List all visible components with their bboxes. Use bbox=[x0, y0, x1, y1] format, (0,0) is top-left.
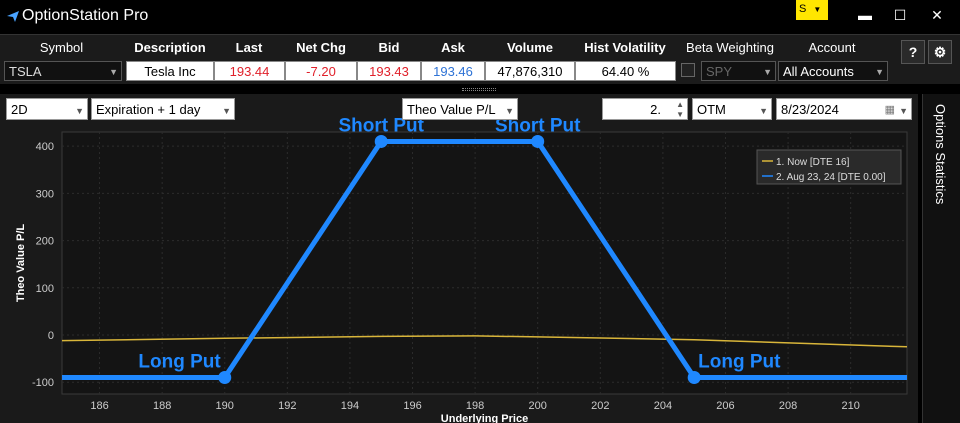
chevron-down-icon: ▼ bbox=[75, 106, 84, 116]
strikes-value: 2. bbox=[650, 102, 661, 117]
chevron-down-icon: ▼ bbox=[222, 106, 231, 116]
minimize-button[interactable]: ▬ bbox=[858, 7, 872, 23]
view-value: 2D bbox=[11, 102, 28, 117]
pl-chart: 186 188 190 192 194 196 198 200 202 204 206 208 210 -… bbox=[15, 115, 908, 423]
x-tick-label: 206 bbox=[716, 400, 734, 412]
chevron-down-icon: ▼ bbox=[763, 67, 772, 77]
view-select[interactable]: 2D ▼ bbox=[6, 98, 88, 120]
legend-entry: 1. Now [DTE 16] bbox=[776, 157, 850, 168]
header-beta-weighting: Beta Weighting bbox=[686, 40, 774, 55]
strike-annotation: Long Put bbox=[138, 351, 221, 372]
date-picker[interactable]: 8/23/2024 ▼ ▦ bbox=[776, 98, 912, 120]
chevron-down-icon: ▼ bbox=[505, 106, 514, 116]
y-tick-label: 100 bbox=[36, 283, 54, 295]
time-value: Expiration + 1 day bbox=[96, 102, 201, 117]
strike-annotation: Long Put bbox=[698, 351, 781, 372]
header-symbol: Symbol bbox=[39, 40, 84, 55]
grip-icon bbox=[462, 88, 496, 91]
quote-panel: Symbol Description Last Net Chg Bid Ask … bbox=[0, 34, 960, 84]
options-statistics-label: Options Statistics bbox=[933, 104, 948, 205]
x-tick-label: 188 bbox=[153, 400, 171, 412]
symbol-input[interactable]: TSLA ▼ bbox=[4, 61, 122, 81]
time-select[interactable]: Expiration + 1 day ▼ bbox=[91, 98, 235, 120]
strike-annotation: Short Put bbox=[495, 115, 581, 136]
y-tick-label: 300 bbox=[36, 188, 54, 200]
header-account: Account bbox=[808, 40, 856, 55]
metric-select[interactable]: Theo Value P/L ▼ bbox=[402, 98, 518, 120]
x-axis-label: Underlying Price bbox=[441, 413, 528, 423]
maximize-button[interactable]: ☐ bbox=[893, 7, 907, 23]
beta-symbol-select[interactable]: SPY ▼ bbox=[701, 61, 776, 81]
stepper-arrows-icon: ▲ ▼ bbox=[676, 100, 684, 119]
beta-weighting-checkbox[interactable] bbox=[681, 63, 695, 77]
title-bar: OptionStation Pro S ▼ ▬ ☐ ✕ bbox=[0, 0, 960, 33]
header-hist-volatility: Hist Volatility bbox=[584, 40, 666, 55]
volume-cell: 47,876,310 bbox=[485, 61, 575, 81]
net-chg-cell: -7.20 bbox=[285, 61, 357, 81]
y-tick-label: 400 bbox=[36, 141, 54, 153]
x-tick-label: 198 bbox=[466, 400, 484, 412]
x-tick-label: 200 bbox=[529, 400, 547, 412]
x-tick-label: 204 bbox=[654, 400, 672, 412]
chevron-down-icon: ▼ bbox=[813, 5, 822, 14]
series-line-now bbox=[61, 335, 908, 348]
strike-point bbox=[531, 134, 545, 148]
header-description: Description bbox=[134, 40, 206, 55]
x-tick-label: 186 bbox=[90, 400, 108, 412]
settings-button[interactable]: ⚙ bbox=[928, 40, 952, 64]
strike-point bbox=[374, 134, 388, 148]
chevron-down-icon: ▼ bbox=[109, 67, 118, 77]
y-axis-label: Theo Value P/L bbox=[15, 224, 27, 303]
last-cell: 193.44 bbox=[214, 61, 285, 81]
moneyness-select[interactable]: OTM ▼ bbox=[692, 98, 772, 120]
strikes-stepper[interactable]: 2. ▲ ▼ bbox=[602, 98, 688, 120]
y-tick-label: 0 bbox=[48, 330, 54, 342]
x-tick-label: 192 bbox=[278, 400, 296, 412]
x-tick-label: 210 bbox=[841, 400, 859, 412]
x-tick-label: 194 bbox=[341, 400, 359, 412]
strike-annotation: Short Put bbox=[338, 115, 424, 136]
chevron-down-icon: ▼ bbox=[875, 67, 884, 77]
bid-cell: 193.43 bbox=[357, 61, 421, 81]
ask-cell: 193.46 bbox=[421, 61, 485, 81]
gear-icon: ⚙ bbox=[933, 44, 947, 60]
x-tick-label: 196 bbox=[403, 400, 421, 412]
legend-entry: 2. Aug 23, 24 [DTE 0.00] bbox=[776, 172, 886, 183]
strike-point bbox=[687, 370, 701, 384]
calendar-icon[interactable]: ▦ bbox=[884, 104, 895, 116]
chevron-down-icon: ▼ bbox=[759, 106, 768, 116]
description-cell: Tesla Inc bbox=[126, 61, 214, 81]
options-statistics-tab[interactable]: Options Statistics bbox=[922, 94, 960, 423]
symbol-value: TSLA bbox=[9, 64, 42, 79]
header-ask: Ask bbox=[441, 40, 465, 55]
header-volume: Volume bbox=[507, 40, 553, 55]
symbol-link-button[interactable]: S ▼ bbox=[796, 0, 828, 20]
panel-splitter[interactable] bbox=[0, 86, 960, 94]
x-tick-label: 190 bbox=[216, 400, 234, 412]
legend-box bbox=[756, 149, 902, 185]
x-tick-label: 202 bbox=[591, 400, 609, 412]
moneyness-value: OTM bbox=[697, 102, 726, 117]
series-line-expiration bbox=[62, 138, 907, 380]
account-value: All Accounts bbox=[783, 64, 854, 79]
strike-point bbox=[218, 370, 232, 384]
x-tick-label: 208 bbox=[779, 400, 797, 412]
header-last: Last bbox=[235, 40, 263, 55]
account-select[interactable]: All Accounts ▼ bbox=[778, 61, 888, 81]
y-tick-label: 200 bbox=[36, 236, 54, 248]
app-title: OptionStation Pro bbox=[22, 7, 149, 24]
app-logo-icon bbox=[7, 11, 19, 22]
metric-value: Theo Value P/L bbox=[407, 102, 496, 117]
header-net-chg: Net Chg bbox=[296, 40, 346, 55]
chevron-down-icon: ▼ bbox=[899, 106, 908, 116]
date-value: 8/23/2024 bbox=[781, 102, 839, 117]
close-button[interactable]: ✕ bbox=[931, 7, 943, 23]
hist-volatility-cell: 64.40 % bbox=[575, 61, 676, 81]
y-tick-label: -100 bbox=[32, 377, 54, 389]
help-button[interactable]: ? bbox=[901, 40, 925, 64]
beta-symbol-value: SPY bbox=[706, 64, 733, 79]
symbol-link-label: S bbox=[799, 3, 807, 15]
header-bid: Bid bbox=[378, 40, 400, 55]
